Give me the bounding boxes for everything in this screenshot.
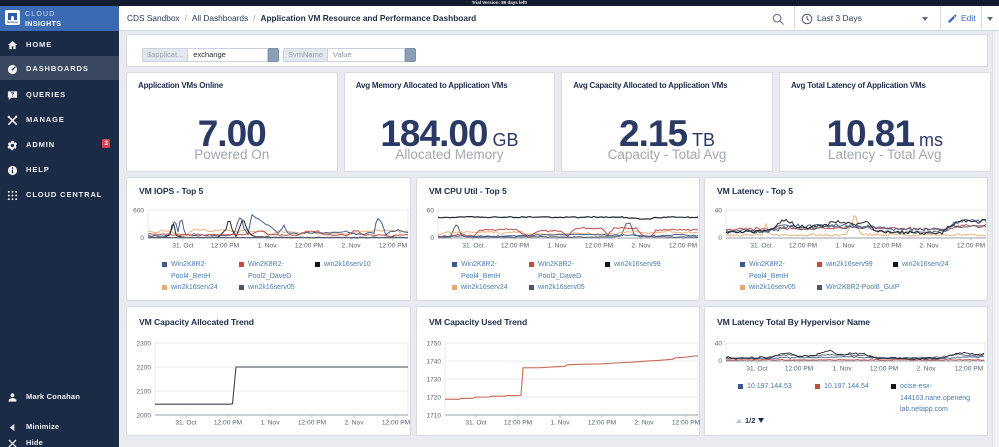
svg-text:31. Oct: 31. Oct xyxy=(746,366,767,373)
svg-text:0: 0 xyxy=(140,235,144,242)
svg-text:31. Oct: 31. Oct xyxy=(750,243,771,250)
svg-text:2100: 2100 xyxy=(137,389,152,396)
svg-text:2. Nov: 2. Nov xyxy=(341,243,361,250)
svg-text:2000: 2000 xyxy=(137,413,152,420)
svg-text:0: 0 xyxy=(718,235,722,242)
svg-text:?: ? xyxy=(11,92,15,98)
svg-text:12:00 PM: 12:00 PM xyxy=(588,420,616,427)
svg-text:1. Nov: 1. Nov xyxy=(260,420,280,427)
svg-text:12:00 PM: 12:00 PM xyxy=(379,243,407,250)
svg-text:1. Nov: 1. Nov xyxy=(835,243,855,250)
svg-text:31. Oct: 31. Oct xyxy=(465,420,486,427)
svg-text:1740: 1740 xyxy=(427,359,442,366)
svg-text:12:00 PM: 12:00 PM xyxy=(669,243,697,250)
svg-text:12:00 PM: 12:00 PM xyxy=(214,420,242,427)
svg-text:1. Nov: 1. Nov xyxy=(257,243,277,250)
svg-text:1. Nov: 1. Nov xyxy=(547,243,567,250)
svg-text:600: 600 xyxy=(133,208,144,215)
svg-text:2. Nov: 2. Nov xyxy=(634,420,654,427)
svg-text:1710: 1710 xyxy=(427,413,442,420)
svg-text:2. Nov: 2. Nov xyxy=(631,243,651,250)
svg-text:31. Oct: 31. Oct xyxy=(462,243,483,250)
svg-text:2. Nov: 2. Nov xyxy=(916,366,936,373)
svg-text:12:00 PM: 12:00 PM xyxy=(873,243,901,250)
svg-text:12:00 PM: 12:00 PM xyxy=(504,420,532,427)
svg-text:31. Oct: 31. Oct xyxy=(172,243,193,250)
svg-text:0: 0 xyxy=(430,235,434,242)
svg-text:2. Nov: 2. Nov xyxy=(919,243,939,250)
svg-text:31. Oct: 31. Oct xyxy=(175,420,196,427)
svg-text:12:00 PM: 12:00 PM xyxy=(955,366,983,373)
svg-text:1. Nov: 1. Nov xyxy=(832,366,852,373)
svg-text:0: 0 xyxy=(718,358,722,365)
svg-text:2. Nov: 2. Nov xyxy=(344,420,364,427)
svg-text:40: 40 xyxy=(715,208,723,215)
svg-text:2200: 2200 xyxy=(137,365,152,372)
svg-text:12:00 PM: 12:00 PM xyxy=(501,243,529,250)
svg-text:2300: 2300 xyxy=(137,341,152,348)
svg-text:12:00 PM: 12:00 PM xyxy=(957,243,985,250)
svg-text:12:00 PM: 12:00 PM xyxy=(672,420,700,427)
svg-text:60: 60 xyxy=(427,208,435,215)
svg-text:12:00 PM: 12:00 PM xyxy=(382,420,410,427)
svg-text:1720: 1720 xyxy=(427,395,442,402)
svg-text:1. Nov: 1. Nov xyxy=(550,420,570,427)
svg-text:12:00 PM: 12:00 PM xyxy=(585,243,613,250)
svg-text:12:00 PM: 12:00 PM xyxy=(870,366,898,373)
svg-text:1730: 1730 xyxy=(427,377,442,384)
svg-text:12:00 PM: 12:00 PM xyxy=(785,366,813,373)
svg-text:1750: 1750 xyxy=(427,341,442,348)
svg-text:12:00 PM: 12:00 PM xyxy=(298,420,326,427)
svg-text:40: 40 xyxy=(715,341,723,348)
svg-text:12:00 PM: 12:00 PM xyxy=(789,243,817,250)
svg-text:12:00 PM: 12:00 PM xyxy=(295,243,323,250)
svg-text:12:00 PM: 12:00 PM xyxy=(211,243,239,250)
